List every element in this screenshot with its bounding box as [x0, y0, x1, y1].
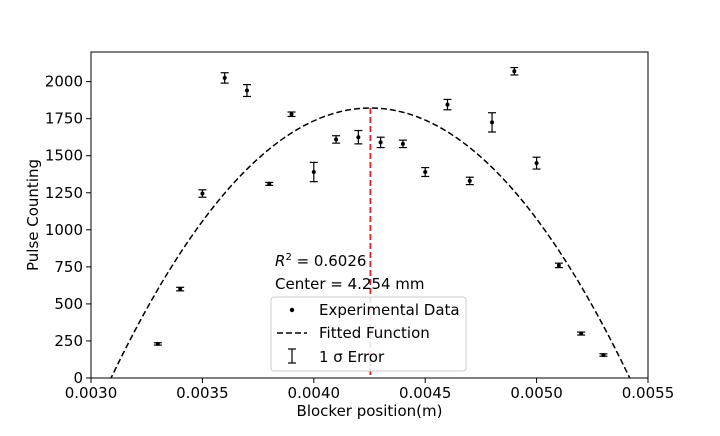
- data-marker: [155, 341, 160, 346]
- r-squared-symbol: R: [275, 252, 285, 270]
- data-point: [554, 262, 563, 269]
- r-squared-value: = 0.6026: [292, 252, 367, 270]
- y-tick-label: 0: [73, 369, 83, 387]
- data-point: [332, 135, 341, 144]
- y-tick-label: 1500: [45, 147, 83, 165]
- x-tick-label: 0.0045: [399, 384, 452, 402]
- data-point: [198, 189, 207, 198]
- data-marker: [534, 161, 539, 166]
- r-squared-annotation: R2 = 0.6026: [275, 252, 366, 270]
- data-marker: [467, 178, 472, 183]
- y-tick-label: 1250: [45, 184, 83, 202]
- data-marker: [289, 112, 294, 117]
- data-point: [398, 139, 407, 149]
- data-marker: [445, 102, 450, 107]
- data-marker: [178, 287, 183, 292]
- x-axis-ticks: 0.0030 0.0035 0.0040 0.0045 0.0050 0.0055: [65, 378, 675, 402]
- data-marker: [356, 135, 361, 140]
- data-points-layer: [153, 66, 608, 358]
- data-marker: [311, 170, 316, 175]
- y-axis-ticks: 0 250 500 750 1000 1250 1500 1750 2000: [45, 73, 91, 387]
- data-marker: [222, 75, 227, 80]
- data-marker: [601, 353, 606, 358]
- x-axis-label: Blocker position(m): [297, 402, 443, 420]
- data-point: [443, 98, 452, 111]
- data-marker: [556, 263, 561, 268]
- r-squared-superscript: 2: [285, 252, 291, 263]
- data-marker: [200, 191, 205, 196]
- fitted-function-curve: [110, 107, 631, 378]
- y-tick-label: 500: [54, 295, 83, 313]
- legend-marker-experimental-data: [289, 307, 295, 313]
- y-axis-label: Pulse Counting: [24, 159, 42, 271]
- data-point: [488, 112, 497, 133]
- data-point: [287, 111, 296, 118]
- data-marker: [267, 181, 272, 186]
- legend-label-error: 1 σ Error: [319, 348, 385, 366]
- data-marker: [512, 69, 517, 74]
- data-point: [510, 66, 519, 76]
- y-tick-label: 2000: [45, 73, 83, 91]
- data-marker: [490, 120, 495, 125]
- data-point: [176, 286, 185, 292]
- x-tick-label: 0.0055: [622, 384, 675, 402]
- data-point: [465, 176, 474, 186]
- data-marker: [334, 137, 339, 142]
- data-point: [220, 72, 229, 84]
- x-tick-label: 0.0035: [176, 384, 229, 402]
- data-point: [376, 136, 385, 149]
- y-tick-label: 1750: [45, 110, 83, 128]
- data-marker: [244, 88, 249, 93]
- legend-marker-error: [288, 348, 296, 364]
- data-point: [599, 353, 608, 358]
- center-annotation: Center = 4.254 mm: [275, 275, 425, 293]
- y-tick-label: 250: [54, 332, 83, 350]
- legend-label-experimental-data: Experimental Data: [319, 301, 460, 319]
- data-point: [153, 341, 162, 346]
- data-marker: [423, 170, 428, 175]
- x-tick-label: 0.0030: [65, 384, 118, 402]
- y-tick-label: 750: [54, 258, 83, 276]
- legend-label-fitted-function: Fitted Function: [319, 324, 430, 342]
- data-point: [265, 181, 274, 186]
- legend-box: [270, 296, 467, 372]
- data-point: [309, 161, 318, 183]
- x-tick-label: 0.0050: [510, 384, 563, 402]
- data-point: [421, 166, 430, 178]
- data-point: [532, 156, 541, 170]
- data-point: [577, 331, 586, 336]
- data-marker: [378, 140, 383, 145]
- data-point: [354, 129, 363, 145]
- legend: Experimental Data Fitted Function 1 σ Er…: [270, 296, 467, 372]
- data-marker: [400, 141, 405, 146]
- x-tick-label: 0.0040: [288, 384, 341, 402]
- plot-frame: [90, 51, 649, 379]
- data-marker: [579, 331, 584, 336]
- data-point: [242, 83, 251, 98]
- y-tick-label: 1000: [45, 221, 83, 239]
